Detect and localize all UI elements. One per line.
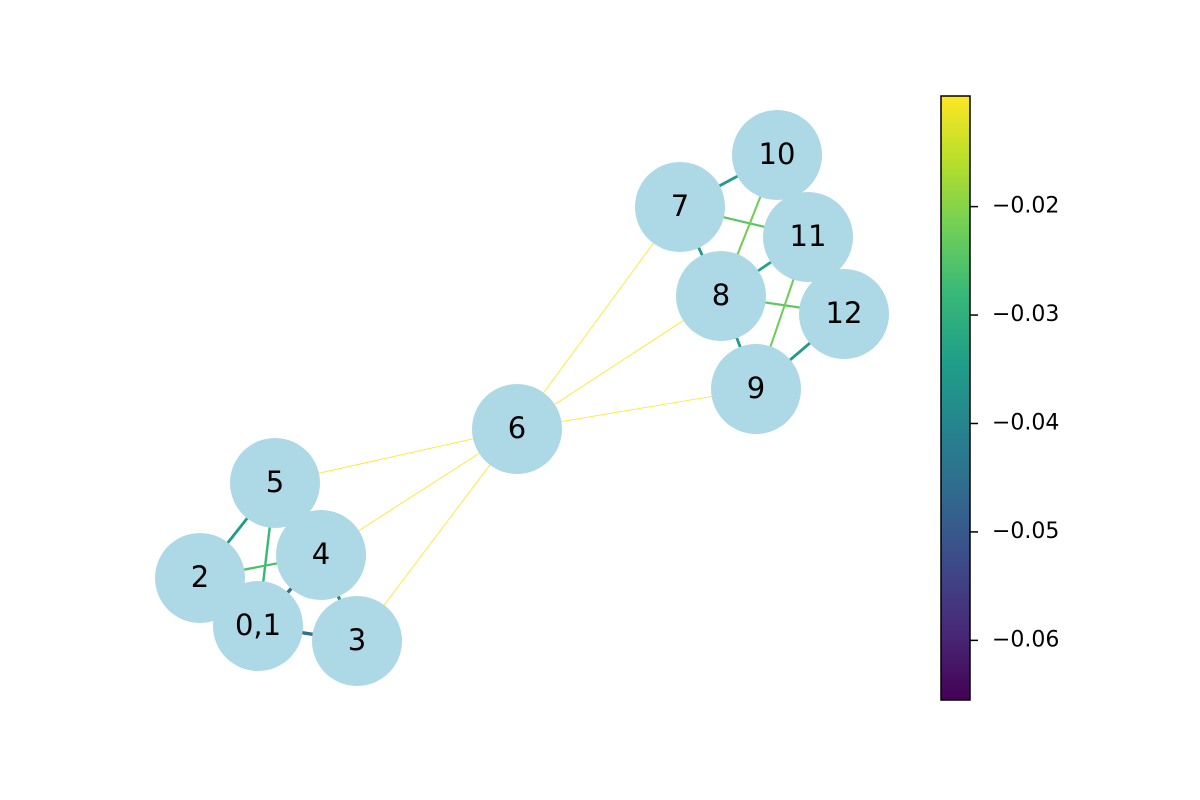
node-5[interactable]: 5 <box>230 438 320 528</box>
node-label: 9 <box>747 371 765 405</box>
node-circle <box>763 192 853 282</box>
node-10[interactable]: 10 <box>732 110 822 200</box>
node-11[interactable]: 11 <box>763 192 853 282</box>
colorbar-ticks: −0.02 −0.03 −0.04 −0.05 −0.06 <box>970 194 1059 652</box>
node-4[interactable]: 4 <box>276 510 366 600</box>
node-6[interactable]: 6 <box>472 384 562 474</box>
node-label: 6 <box>508 411 526 445</box>
node-circle <box>472 384 562 474</box>
node-2[interactable]: 2 <box>155 533 245 623</box>
edge-6-7 <box>516 206 681 430</box>
node-3[interactable]: 3 <box>312 596 402 686</box>
node-label: 12 <box>826 296 863 330</box>
colorbar-tick-label: −0.02 <box>992 194 1059 219</box>
node-8[interactable]: 8 <box>676 251 766 341</box>
node-label: 11 <box>790 219 827 253</box>
node-label: 4 <box>312 537 330 571</box>
node-7[interactable]: 7 <box>635 162 725 252</box>
node-label: 7 <box>671 189 689 223</box>
node-9[interactable]: 9 <box>711 344 801 434</box>
node-circle <box>732 110 822 200</box>
node-label: 8 <box>712 278 730 312</box>
colorbar-gradient <box>940 95 971 701</box>
node-circle <box>635 162 725 252</box>
colorbar-tick-label: −0.04 <box>992 410 1059 435</box>
node-circle <box>155 533 245 623</box>
colorbar-tick-label: −0.06 <box>992 627 1059 652</box>
node-circle <box>230 438 320 528</box>
node-label: 5 <box>266 465 284 499</box>
node-circle <box>312 596 402 686</box>
node-circle <box>711 344 801 434</box>
colorbar: −0.02 −0.03 −0.04 −0.05 −0.06 <box>940 95 1059 701</box>
node-circle <box>276 510 366 600</box>
node-circle <box>799 269 889 359</box>
node-label: 0,1 <box>235 608 281 642</box>
colorbar-tick-label: −0.03 <box>992 302 1059 327</box>
node-layer: 0,1 2 3 4 5 6 7 8 9 10 11 12 <box>155 110 889 686</box>
node-circle <box>676 251 766 341</box>
colorbar-tick-label: −0.05 <box>992 519 1059 544</box>
node-label: 2 <box>191 560 209 594</box>
node-label: 3 <box>348 623 366 657</box>
node-12[interactable]: 12 <box>799 269 889 359</box>
node-label: 10 <box>759 137 796 171</box>
